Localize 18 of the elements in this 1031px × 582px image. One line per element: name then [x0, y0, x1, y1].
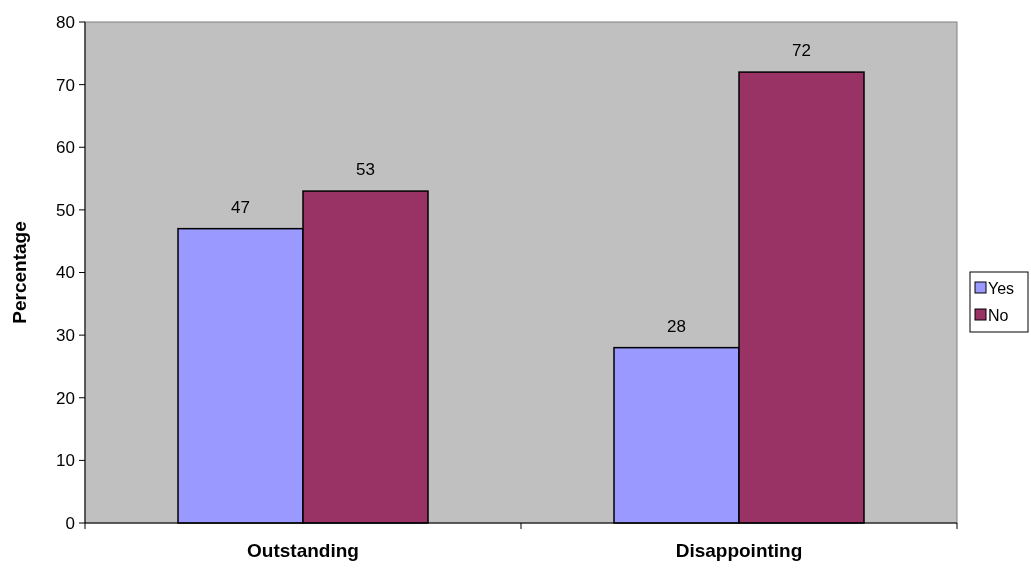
data-label: 53 — [356, 160, 375, 180]
data-label: 72 — [792, 41, 811, 61]
data-label: 47 — [231, 197, 250, 217]
y-tick-label: 30 — [56, 326, 75, 346]
legend-label: No — [988, 306, 1009, 324]
y-tick-label: 80 — [56, 12, 75, 32]
data-label: 28 — [667, 316, 686, 336]
y-tick-label: 60 — [56, 138, 75, 158]
y-tick-label: 20 — [56, 388, 75, 408]
y-tick-label: 40 — [56, 263, 75, 283]
y-tick-label: 70 — [56, 75, 75, 95]
y-tick-label: 10 — [56, 451, 75, 471]
x-tick-label: Disappointing — [675, 540, 803, 561]
legend-label: Yes — [988, 279, 1015, 297]
x-tick-label: Outstanding — [247, 540, 359, 561]
y-tick-label: 0 — [65, 513, 75, 533]
y-tick-label: 50 — [56, 200, 75, 220]
y-axis-title: Percentage — [9, 221, 30, 324]
